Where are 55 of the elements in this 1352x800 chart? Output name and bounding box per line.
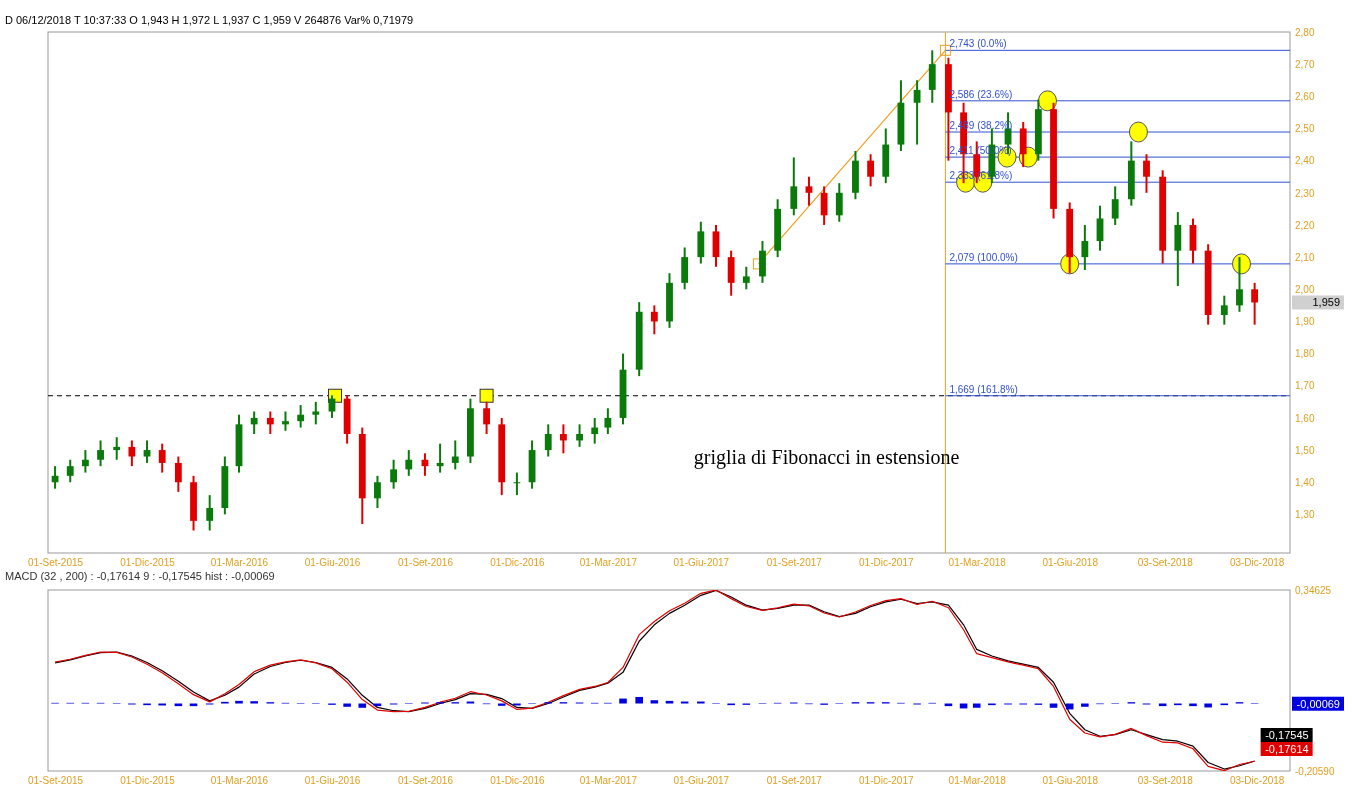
x-tick-label: 01-Giu-2017 <box>673 557 730 569</box>
y-tick-label: 2,10 <box>1295 251 1315 263</box>
x-tick-label: 01-Dic-2017 <box>859 557 914 569</box>
y-tick-label: 0,34625 <box>1295 584 1332 596</box>
y-tick-label: 2,80 <box>1295 26 1315 38</box>
chart-subtitle: D 06/12/2018 T 10:37:33 O 1,943 H 1,972 L 1,937 C 1,959 V 264876 Var% 0,71979 <box>5 14 414 26</box>
text: -0,00069 <box>1296 697 1340 710</box>
y-tick-label: 1,40 <box>1295 476 1315 488</box>
x-tick-label: 01-Mar-2016 <box>210 557 269 569</box>
x-tick-label: 01-Set-2016 <box>397 557 454 569</box>
x-tick-label: 01-Mar-2018 <box>948 557 1007 569</box>
x-tick-label: 01-Giu-2017 <box>673 775 730 787</box>
x-tick-label: 01-Dic-2015 <box>120 557 176 569</box>
x-tick-label: 01-Dic-2015 <box>120 775 176 787</box>
y-tick-label: 2,00 <box>1295 283 1315 295</box>
y-tick-label: 2,40 <box>1295 155 1315 167</box>
x-tick-label: 01-Giu-2016 <box>304 557 361 569</box>
y-tick-label: 2,30 <box>1295 187 1315 199</box>
x-tick-label: 01-Mar-2017 <box>579 775 638 787</box>
x-tick-label: 03-Set-2018 <box>1137 775 1194 787</box>
x-tick-label: 01-Set-2017 <box>766 557 823 569</box>
x-tick-label: 03-Dic-2018 <box>1229 775 1285 787</box>
y-tick-label: 2,20 <box>1295 219 1315 231</box>
ref-line-label: 2,079 (100.0%) <box>949 251 1018 263</box>
x-tick-label: 03-Set-2018 <box>1137 557 1194 569</box>
y-tick-label: -0,20590 <box>1295 765 1335 777</box>
text: 1,959 <box>1312 296 1340 309</box>
ref-line-label: 1,669 (161.8%) <box>949 383 1018 395</box>
chart-title: MACD (32 , 200) : -0,17614 9 : -0,17545 hist : -0,00069 <box>5 570 275 582</box>
x-tick-label: 01-Dic-2016 <box>490 775 546 787</box>
data-label: -0,17614 <box>1265 743 1309 755</box>
y-tick-label: 1,90 <box>1295 316 1315 328</box>
y-tick-label: 2,60 <box>1295 91 1315 103</box>
y-tick-label: 1,50 <box>1295 444 1315 456</box>
y-tick-label: 2,50 <box>1295 123 1315 135</box>
x-tick-label: 01-Dic-2016 <box>490 557 546 569</box>
x-tick-label: 01-Giu-2016 <box>304 775 361 787</box>
x-tick-label: 03-Dic-2018 <box>1229 557 1285 569</box>
ref-line-label: 2,743 (0.0%) <box>949 38 1007 50</box>
x-tick-label: 01-Mar-2016 <box>210 775 269 787</box>
x-tick-label: 01-Mar-2017 <box>579 557 638 569</box>
x-tick-label: 01-Set-2017 <box>766 775 823 787</box>
x-tick-label: 01-Set-2015 <box>28 557 84 569</box>
x-tick-label: 01-Set-2015 <box>28 775 84 787</box>
x-tick-label: 01-Mar-2018 <box>948 775 1007 787</box>
y-tick-label: 1,30 <box>1295 509 1315 521</box>
y-tick-label: 2,70 <box>1295 58 1315 70</box>
data-label: -0,17545 <box>1265 729 1309 741</box>
y-tick-label: 1,70 <box>1295 380 1315 392</box>
x-tick-label: 01-Giu-2018 <box>1042 557 1099 569</box>
x-tick-label: 01-Set-2016 <box>397 775 454 787</box>
y-tick-label: 1,80 <box>1295 348 1315 360</box>
x-tick-label: 01-Dic-2017 <box>859 775 914 787</box>
y-tick-label: 1,60 <box>1295 412 1315 424</box>
x-tick-label: 01-Giu-2018 <box>1042 775 1099 787</box>
